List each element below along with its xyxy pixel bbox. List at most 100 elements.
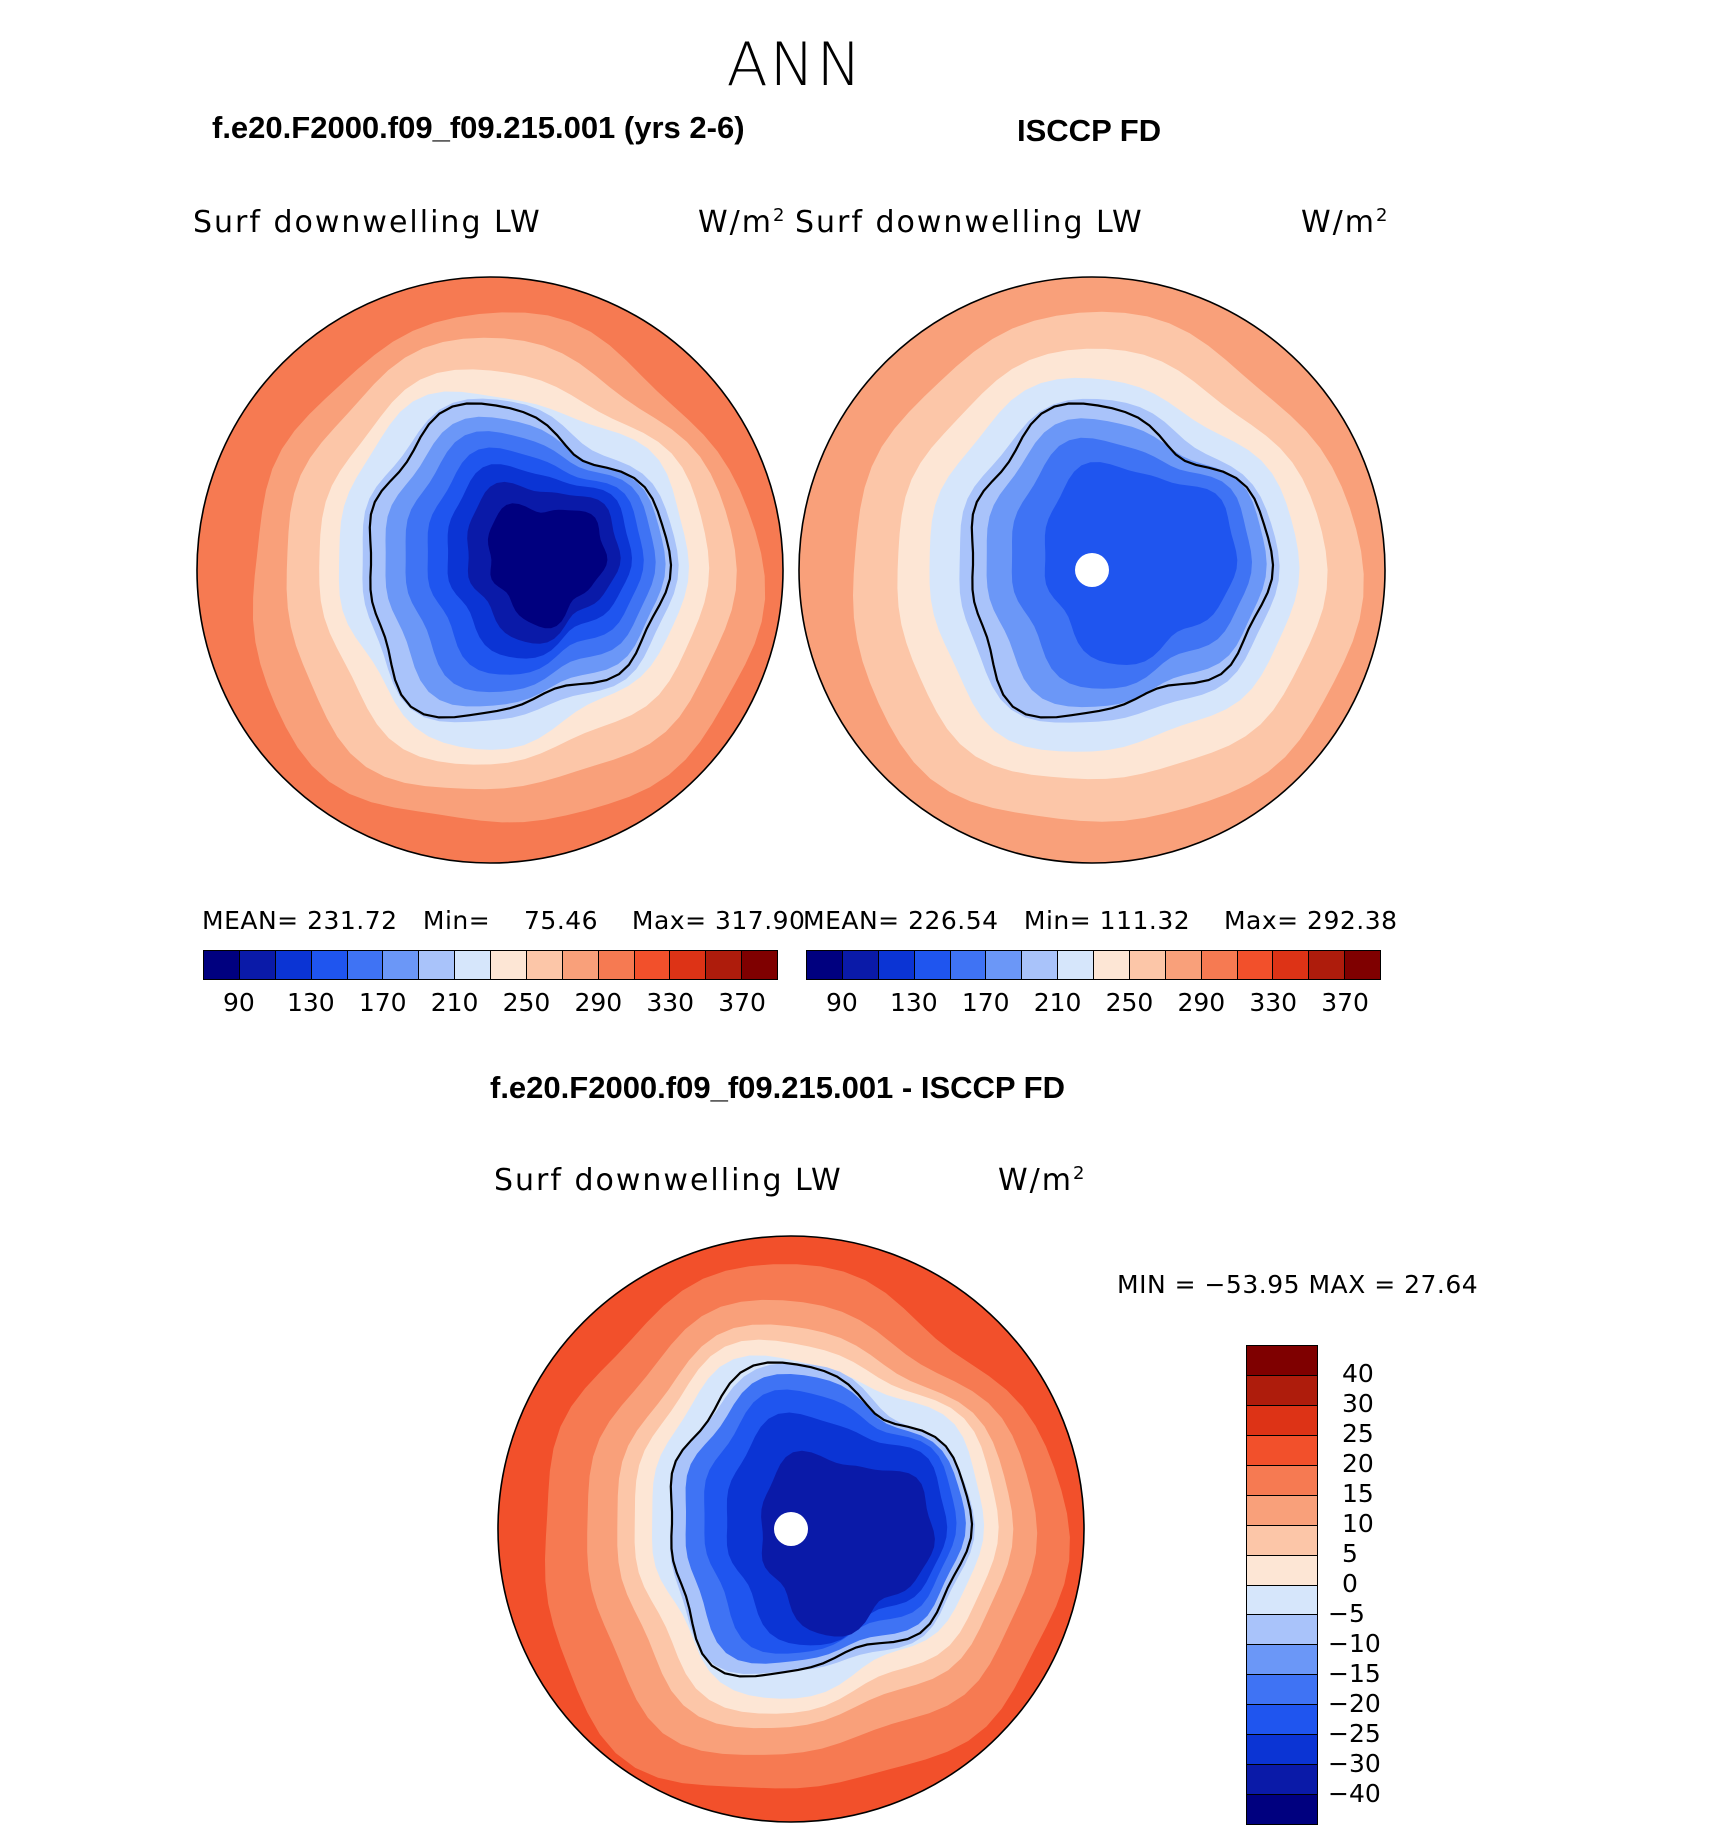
colorbar-box: [1247, 1525, 1317, 1556]
colorbar-tick-label: 170: [961, 988, 1010, 1017]
colorbar-tick-label: 25: [1342, 1419, 1374, 1448]
model-polar-map: [196, 276, 784, 864]
colorbar-box: [1247, 1675, 1317, 1706]
colorbar-tick-label: 370: [1321, 988, 1369, 1017]
colorbar-tick-label: −15: [1328, 1659, 1381, 1688]
colorbar-box: [1022, 951, 1059, 979]
obs-stats: MEAN= 226.54 Min= 111.32 Max= 292.38: [803, 906, 1398, 935]
diff-variable-label: Surf downwelling LW: [494, 1163, 843, 1198]
diff-polar-map: [497, 1235, 1085, 1823]
colorbar-box: [1058, 951, 1094, 979]
obs-variable-label: Surf downwelling LW: [795, 205, 1144, 240]
coastline: [970, 402, 1275, 719]
colorbar-box: [1247, 1465, 1317, 1496]
colorbar-box: [1247, 1375, 1317, 1406]
colorbar-box: [914, 951, 951, 979]
colorbar-tick-label: 170: [358, 988, 407, 1017]
colorbar-tick-label: −30: [1328, 1749, 1381, 1778]
map-border: [196, 276, 784, 864]
model-colorbar-ticks: 90 130 170 210 250 290 330 370: [203, 988, 778, 1020]
model-colorbar: [203, 950, 778, 980]
colorbar-tick-label: 10: [1342, 1509, 1374, 1538]
colorbar-box: [1247, 1765, 1317, 1796]
colorbar-box: [275, 951, 312, 979]
obs-colorbar: [806, 950, 1381, 980]
colorbar-box: [1237, 951, 1274, 979]
colorbar-box: [807, 951, 843, 979]
contour-band: [487, 503, 608, 629]
model-variable-label: Surf downwelling LW: [193, 205, 542, 240]
obs-panel-title: ISCCP FD: [1017, 113, 1162, 148]
colorbar-box: [1273, 951, 1310, 979]
colorbar-box: [1165, 951, 1202, 979]
colorbar-box: [526, 951, 563, 979]
diff-colorbar-ticks: 40 30 25 20 15 10 5 0 −5 −10 −15 −20 −25 −30 −40: [1328, 1345, 1448, 1825]
colorbar-box: [1247, 1435, 1317, 1466]
colorbar-box: [634, 951, 671, 979]
colorbar-box: [842, 951, 879, 979]
colorbar-box: [706, 951, 743, 979]
colorbar-tick-label: 250: [1105, 988, 1154, 1017]
model-units-label: W/m2: [698, 205, 787, 240]
colorbar-box: [204, 951, 240, 979]
colorbar-box: [1247, 1585, 1317, 1616]
colorbar-tick-label: −40: [1328, 1779, 1381, 1808]
diff-minmax-stats: MIN = −53.95 MAX = 27.64: [1117, 1270, 1479, 1299]
colorbar-box: [1247, 1795, 1317, 1824]
main-title: ANN: [726, 30, 864, 100]
map-border: [497, 1235, 1085, 1823]
colorbar-box: [1247, 1346, 1317, 1376]
colorbar-box: [455, 951, 491, 979]
colorbar-tick-label: −5: [1328, 1599, 1365, 1628]
colorbar-tick-label: 30: [1342, 1389, 1374, 1418]
colorbar-tick-label: 370: [718, 988, 766, 1017]
colorbar-box: [491, 951, 527, 979]
colorbar-tick-label: 290: [1177, 988, 1226, 1017]
colorbar-box: [562, 951, 599, 979]
coastline: [669, 1361, 974, 1678]
coastline: [368, 402, 673, 719]
colorbar-box: [1129, 951, 1166, 979]
colorbar-box: [598, 951, 635, 979]
model-panel-title: f.e20.F2000.f09_f09.215.001 (yrs 2-6): [212, 110, 745, 145]
colorbar-tick-label: 15: [1342, 1479, 1374, 1508]
colorbar-box: [950, 951, 987, 979]
colorbar-box: [1247, 1555, 1317, 1586]
colorbar-box: [1345, 951, 1380, 979]
colorbar-box: [878, 951, 915, 979]
colorbar-tick-label: 210: [430, 988, 479, 1017]
diff-colorbar: [1246, 1345, 1318, 1825]
colorbar-box: [1247, 1405, 1317, 1436]
colorbar-box: [419, 951, 456, 979]
colorbar-tick-label: 90: [826, 988, 858, 1017]
colorbar-tick-label: 5: [1342, 1539, 1358, 1568]
obs-polar-map: [798, 276, 1386, 864]
colorbar-tick-label: 130: [286, 988, 335, 1017]
colorbar-tick-label: −20: [1328, 1689, 1381, 1718]
colorbar-tick-label: 90: [223, 988, 255, 1017]
colorbar-box: [383, 951, 420, 979]
diff-panel-title: f.e20.F2000.f09_f09.215.001 - ISCCP FD: [490, 1070, 1065, 1105]
colorbar-tick-label: 20: [1342, 1449, 1374, 1478]
colorbar-box: [347, 951, 384, 979]
colorbar-tick-label: 330: [1249, 988, 1298, 1017]
missing-data-pole: [1075, 553, 1109, 587]
colorbar-box: [1247, 1495, 1317, 1526]
colorbar-tick-label: 0: [1342, 1569, 1358, 1598]
colorbar-tick-label: 210: [1033, 988, 1082, 1017]
colorbar-box: [1309, 951, 1346, 979]
colorbar-tick-label: 290: [574, 988, 623, 1017]
colorbar-box: [1094, 951, 1130, 979]
map-border: [798, 276, 1386, 864]
colorbar-box: [1247, 1615, 1317, 1646]
obs-units-label: W/m2: [1301, 205, 1390, 240]
colorbar-tick-label: 40: [1342, 1359, 1374, 1388]
colorbar-box: [1247, 1735, 1317, 1766]
contour-band: [1044, 462, 1238, 665]
colorbar-tick-label: 330: [646, 988, 695, 1017]
obs-colorbar-ticks: 90 130 170 210 250 290 330 370: [806, 988, 1381, 1020]
model-stats: MEAN= 231.72 Min= 75.46 Max= 317.90: [202, 906, 806, 935]
colorbar-box: [1247, 1705, 1317, 1736]
colorbar-box: [1201, 951, 1238, 979]
colorbar-tick-label: −10: [1328, 1629, 1381, 1658]
